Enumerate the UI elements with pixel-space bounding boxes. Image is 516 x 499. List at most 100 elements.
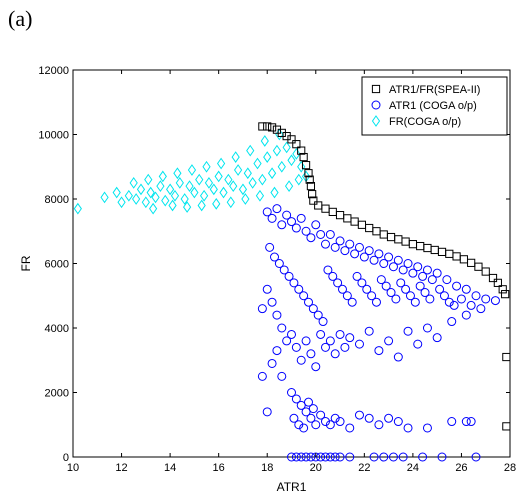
data-point-diamond — [182, 201, 192, 213]
data-point-diamond — [253, 157, 262, 170]
data-point-circle — [471, 291, 481, 301]
data-point-square — [287, 135, 296, 144]
data-point-circle — [335, 452, 345, 462]
data-point-circle — [330, 242, 340, 252]
data-point-circle — [422, 323, 432, 333]
data-point-circle — [490, 296, 500, 306]
data-point-diamond — [180, 193, 189, 205]
x-tick-label: 16 — [213, 462, 225, 474]
data-point-diamond — [166, 183, 175, 196]
data-point-circle — [287, 388, 296, 397]
data-point-circle — [296, 452, 306, 462]
data-point-circle — [393, 255, 403, 265]
data-point-circle — [364, 413, 374, 423]
data-point-circle — [313, 310, 323, 320]
data-point-circle — [345, 239, 355, 249]
data-point-circle — [481, 294, 491, 304]
data-point-circle — [335, 236, 345, 246]
data-point-circle — [337, 284, 347, 294]
data-point-diamond — [156, 180, 165, 192]
data-point-circle — [379, 259, 389, 268]
data-point-circle — [335, 417, 345, 427]
data-point-circle — [272, 204, 282, 214]
data-point-circle — [308, 404, 318, 414]
data-point-circle — [347, 297, 357, 307]
data-point-circle — [335, 329, 345, 339]
data-point-circle — [432, 268, 442, 278]
data-point-circle — [461, 417, 471, 427]
data-point-square — [498, 285, 507, 294]
data-point-diamond — [175, 177, 184, 189]
data-point-diamond — [112, 186, 121, 199]
data-point-square — [301, 161, 311, 170]
legend-marker-square — [371, 84, 381, 94]
data-point-circle — [333, 278, 343, 288]
data-point-circle — [296, 213, 306, 223]
data-point-circle — [301, 452, 311, 462]
data-point-diamond — [284, 180, 294, 192]
data-point-circle — [320, 417, 330, 427]
legend-label: ATR1 (COGA o/p) — [389, 100, 477, 112]
x-tick-label: 26 — [455, 462, 467, 474]
data-point-circle — [282, 210, 292, 220]
data-point-diamond — [238, 183, 248, 196]
data-point-circle — [352, 271, 362, 281]
data-point-diamond — [73, 202, 82, 215]
x-tick-label: 24 — [407, 462, 419, 474]
data-point-circle — [376, 275, 386, 285]
data-point-square — [267, 123, 277, 132]
data-point-circle — [299, 291, 309, 301]
data-point-circle — [398, 452, 408, 462]
data-point-circle — [320, 239, 330, 249]
data-point-circle — [296, 400, 306, 410]
y-tick-label: 8000 — [45, 194, 69, 206]
data-point-circle — [408, 268, 418, 278]
data-point-circle — [384, 413, 394, 423]
data-point-circle — [267, 297, 277, 307]
data-point-diamond — [100, 191, 109, 204]
data-point-circle — [437, 452, 447, 462]
data-point-square — [299, 152, 308, 162]
data-point-circle — [274, 259, 284, 268]
data-point-circle — [287, 217, 296, 227]
data-point-square — [501, 290, 510, 299]
data-point-diamond — [246, 144, 255, 157]
data-point-diamond — [209, 183, 218, 196]
data-point-diamond — [272, 144, 282, 157]
data-point-diamond — [132, 193, 141, 205]
data-point-circle — [476, 304, 486, 314]
data-point-diamond — [297, 160, 306, 173]
data-point-square — [502, 422, 511, 431]
data-point-circle — [405, 291, 415, 301]
x-axis-title: ATR1 — [277, 480, 307, 494]
y-tick-label: 6000 — [45, 259, 69, 271]
data-point-circle — [277, 371, 287, 381]
data-point-circle — [369, 452, 379, 462]
data-point-diamond — [260, 135, 269, 147]
y-tick-label: 2000 — [45, 388, 69, 400]
x-tick-label: 20 — [310, 462, 322, 474]
data-point-circle — [357, 278, 367, 288]
data-point-circle — [432, 333, 442, 343]
data-point-circle — [306, 233, 316, 243]
data-point-circle — [345, 423, 355, 433]
data-point-circle — [325, 229, 335, 239]
data-point-circle — [362, 284, 372, 294]
data-point-circle — [340, 342, 350, 352]
data-point-diamond — [187, 164, 197, 176]
data-point-circle — [311, 220, 321, 230]
data-point-diamond — [158, 170, 167, 183]
data-point-circle — [294, 420, 304, 430]
data-point-circle — [447, 317, 457, 327]
x-tick-label: 18 — [261, 462, 273, 474]
data-point-circle — [418, 452, 428, 462]
data-point-circle — [367, 291, 377, 301]
data-point-circle — [410, 297, 420, 307]
data-point-diamond — [190, 186, 199, 199]
data-point-circle — [289, 413, 299, 423]
x-tick-label: 22 — [358, 462, 370, 474]
y-tick-label: 12000 — [38, 65, 69, 77]
data-point-diamond — [226, 196, 235, 209]
data-point-circle — [316, 329, 326, 339]
data-point-circle — [393, 352, 403, 362]
